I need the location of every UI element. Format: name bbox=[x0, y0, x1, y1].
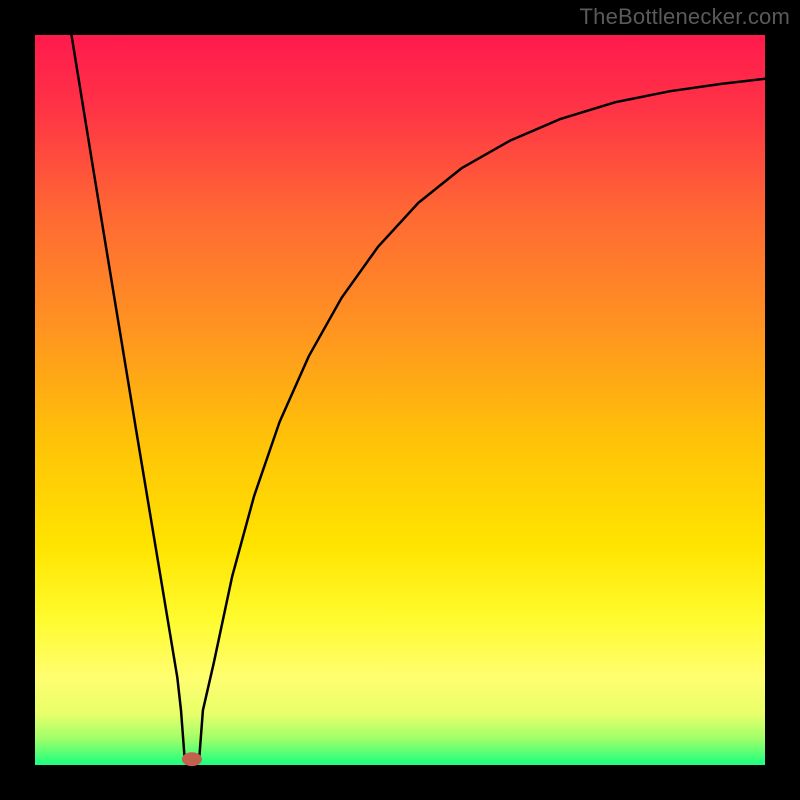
plot-area-rect bbox=[35, 35, 765, 765]
chart-stage: TheBottlenecker.com bbox=[0, 0, 800, 800]
bottleneck-chart-svg bbox=[0, 0, 800, 800]
minimum-marker bbox=[182, 752, 202, 766]
